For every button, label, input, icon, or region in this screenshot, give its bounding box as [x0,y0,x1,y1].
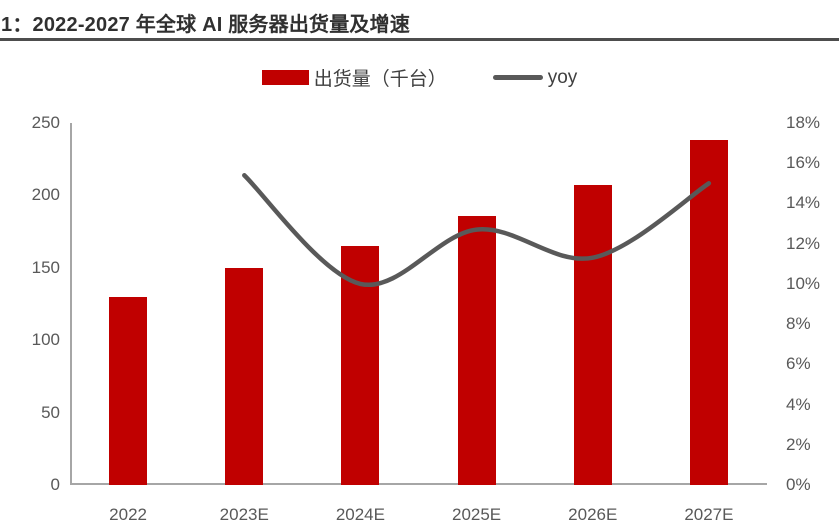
x-axis-label: 2025E [451,505,502,524]
yoy-line-svg [242,173,712,288]
left-axis-tick: 200 [31,185,60,205]
right-axis-tick: 16% [786,153,821,173]
chart-legend: 出货量（千台） yoy [0,64,839,91]
left-axis-tick: 250 [31,113,60,132]
right-axis-tick: 10% [786,273,821,293]
left-axis-tick: 150 [31,257,60,277]
shipments-bar [457,215,496,485]
x-axis-label: 2024E [335,505,385,524]
legend-label-yoy: yoy [547,66,578,88]
x-axis-label: 2023E [219,505,269,524]
x-axis-label: 2022 [109,505,147,524]
shipments-bar [225,267,264,485]
left-axis-tick: 100 [31,330,60,350]
yoy-line-path [242,173,712,288]
shipments-bar [573,185,612,485]
right-axis-tick: 14% [786,193,821,213]
right-axis-tick: 2% [786,434,811,454]
shipments-bar [109,296,148,485]
plot-area [70,123,767,485]
right-axis-tick: 6% [786,354,811,374]
bar-series-swatch-icon [261,70,309,85]
right-axis-tick: 18% [786,113,821,132]
right-axis-tick: 12% [786,233,821,253]
legend-label-shipments: 出货量（千台） [313,69,447,90]
right-axis-tick: 8% [786,314,811,334]
x-axis-label: 2026E [568,505,618,524]
title-rule [0,38,839,41]
line-series-swatch-icon [492,75,543,80]
x-axis-label: 2027E [684,505,734,524]
right-axis-tick: 4% [786,394,811,414]
left-axis-tick: 0 [50,475,60,494]
legend-item-yoy: yoy [492,66,578,89]
legend-item-shipments: 出货量（千台） [261,64,447,91]
shipments-bar [689,140,728,485]
page-title: 1：2022-2027 年全球 AI 服务器出货量及增速 [1,14,411,36]
right-axis-tick: 0% [786,475,811,494]
left-axis-tick: 50 [41,402,60,422]
